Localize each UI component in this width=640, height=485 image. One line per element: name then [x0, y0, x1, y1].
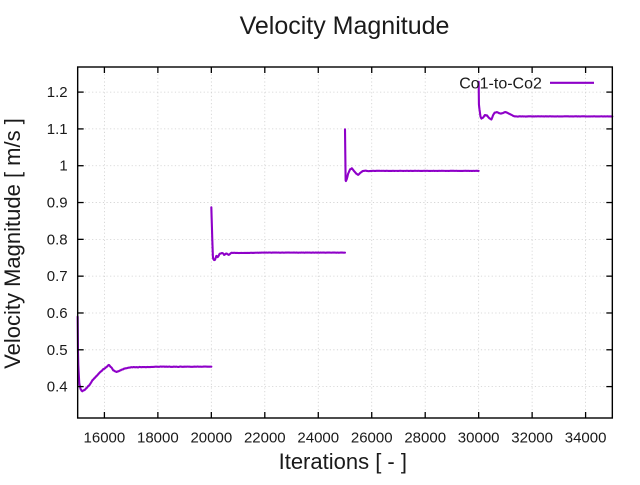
- svg-text:28000: 28000: [404, 430, 446, 447]
- svg-text:0.8: 0.8: [47, 231, 68, 248]
- svg-text:30000: 30000: [458, 430, 500, 447]
- svg-text:34000: 34000: [565, 430, 607, 447]
- svg-text:0.4: 0.4: [47, 379, 68, 396]
- svg-text:Iterations [ - ]: Iterations [ - ]: [279, 449, 407, 474]
- svg-text:1.1: 1.1: [47, 121, 68, 138]
- svg-text:26000: 26000: [351, 430, 393, 447]
- svg-text:16000: 16000: [84, 430, 126, 447]
- svg-text:Co1-to-Co2: Co1-to-Co2: [459, 75, 542, 92]
- svg-text:1: 1: [59, 158, 67, 175]
- svg-text:0.6: 0.6: [47, 305, 68, 322]
- svg-text:18000: 18000: [137, 430, 179, 447]
- svg-text:22000: 22000: [244, 430, 286, 447]
- svg-text:1.2: 1.2: [47, 84, 68, 101]
- svg-text:20000: 20000: [190, 430, 232, 447]
- svg-text:24000: 24000: [297, 430, 339, 447]
- svg-text:32000: 32000: [511, 430, 553, 447]
- svg-text:0.9: 0.9: [47, 195, 68, 212]
- svg-text:0.7: 0.7: [47, 268, 68, 285]
- svg-text:Velocity Magnitude [ m/s ]: Velocity Magnitude [ m/s ]: [0, 118, 25, 369]
- svg-text:Velocity Magnitude: Velocity Magnitude: [240, 12, 450, 40]
- svg-text:0.5: 0.5: [47, 342, 68, 359]
